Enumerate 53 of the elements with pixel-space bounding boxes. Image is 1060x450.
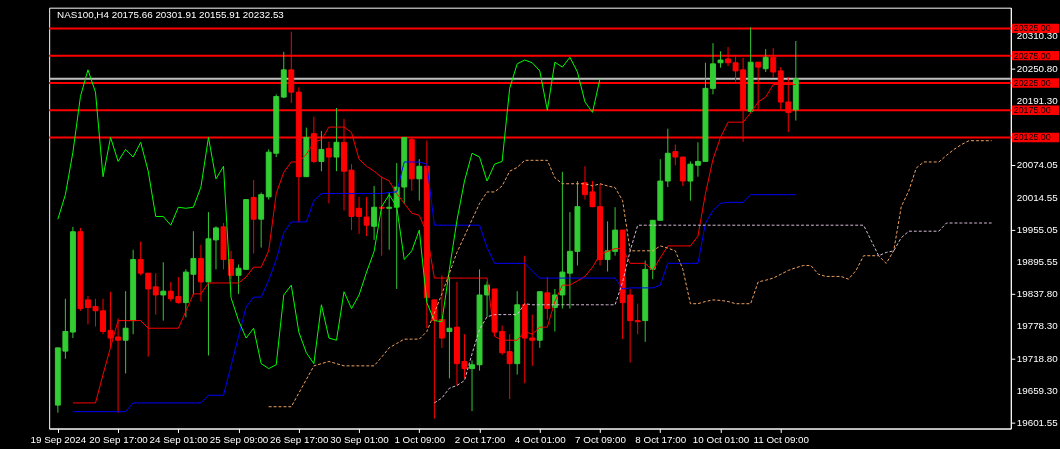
candlestick (160, 261, 167, 322)
y-tick-label: 19955.05 (1016, 224, 1059, 236)
candlestick (544, 276, 551, 320)
x-tick-label: 1 Oct 09:00 (394, 433, 446, 445)
x-tick-label: 11 Oct 09:00 (753, 433, 810, 445)
ref-line-label: 20125.00 (1013, 132, 1051, 143)
x-tick-label: 8 Oct 17:00 (635, 433, 687, 445)
x-tick-label: 19 Sep 2024 (30, 433, 87, 445)
line-series (72, 161, 797, 413)
x-tick-label: 26 Sep 17:00 (270, 433, 330, 445)
candlestick (152, 272, 159, 316)
candlestick (416, 158, 423, 202)
line-series (57, 56, 601, 370)
candlestick (122, 290, 129, 374)
line-series (268, 140, 993, 408)
y-tick-label: 20074.05 (1016, 159, 1059, 171)
x-tick-label: 4 Oct 01:00 (514, 433, 567, 445)
candlestick (438, 274, 445, 349)
x-tick-label: 2 Oct 17:00 (454, 433, 506, 445)
y-tick-label: 19837.80 (1016, 287, 1059, 299)
x-tick-label: 30 Sep 01:00 (330, 433, 390, 445)
y-tick-label: 20191.30 (1016, 95, 1059, 107)
y-tick-label: 20014.55 (1016, 191, 1059, 203)
candlestick (378, 176, 385, 257)
ref-line-label: 20275.00 (1013, 50, 1051, 61)
candlestick (333, 107, 340, 172)
candlestick (762, 48, 769, 73)
x-tick-label: 10 Oct 01:00 (692, 433, 750, 445)
candlestick (506, 333, 513, 400)
candlestick (446, 276, 453, 379)
x-tick-label: 24 Sep 01:00 (149, 433, 209, 445)
x-tick-label: 20 Sep 17:00 (89, 433, 149, 445)
x-tick-label: 7 Oct 09:00 (575, 433, 627, 445)
candlestick (197, 244, 204, 303)
candlestick (250, 179, 257, 255)
candlestick (325, 141, 332, 204)
line-series (433, 222, 993, 404)
candlestick (634, 303, 641, 335)
y-tick-label: 19659.30 (1016, 385, 1059, 397)
y-tick-label: 19895.55 (1016, 256, 1059, 268)
candlestick (318, 130, 325, 172)
ref-line-label: 20225.00 (1013, 77, 1051, 88)
ref-line-label: 20175.00 (1013, 105, 1051, 116)
y-tick-label: 20250.80 (1016, 62, 1059, 74)
candlestick (672, 144, 679, 166)
chart-title: NAS100,H4 20175.66 20301.91 20155.91 20232.53 (57, 9, 285, 21)
y-tick-label: 19718.80 (1016, 352, 1059, 364)
candlestick (679, 156, 686, 187)
candlestick (386, 191, 393, 251)
y-tick-label: 19778.30 (1016, 320, 1059, 332)
x-tick-label: 25 Sep 09:00 (209, 433, 269, 445)
y-tick-label: 19601.55 (1016, 416, 1059, 428)
candlestick (371, 185, 378, 241)
